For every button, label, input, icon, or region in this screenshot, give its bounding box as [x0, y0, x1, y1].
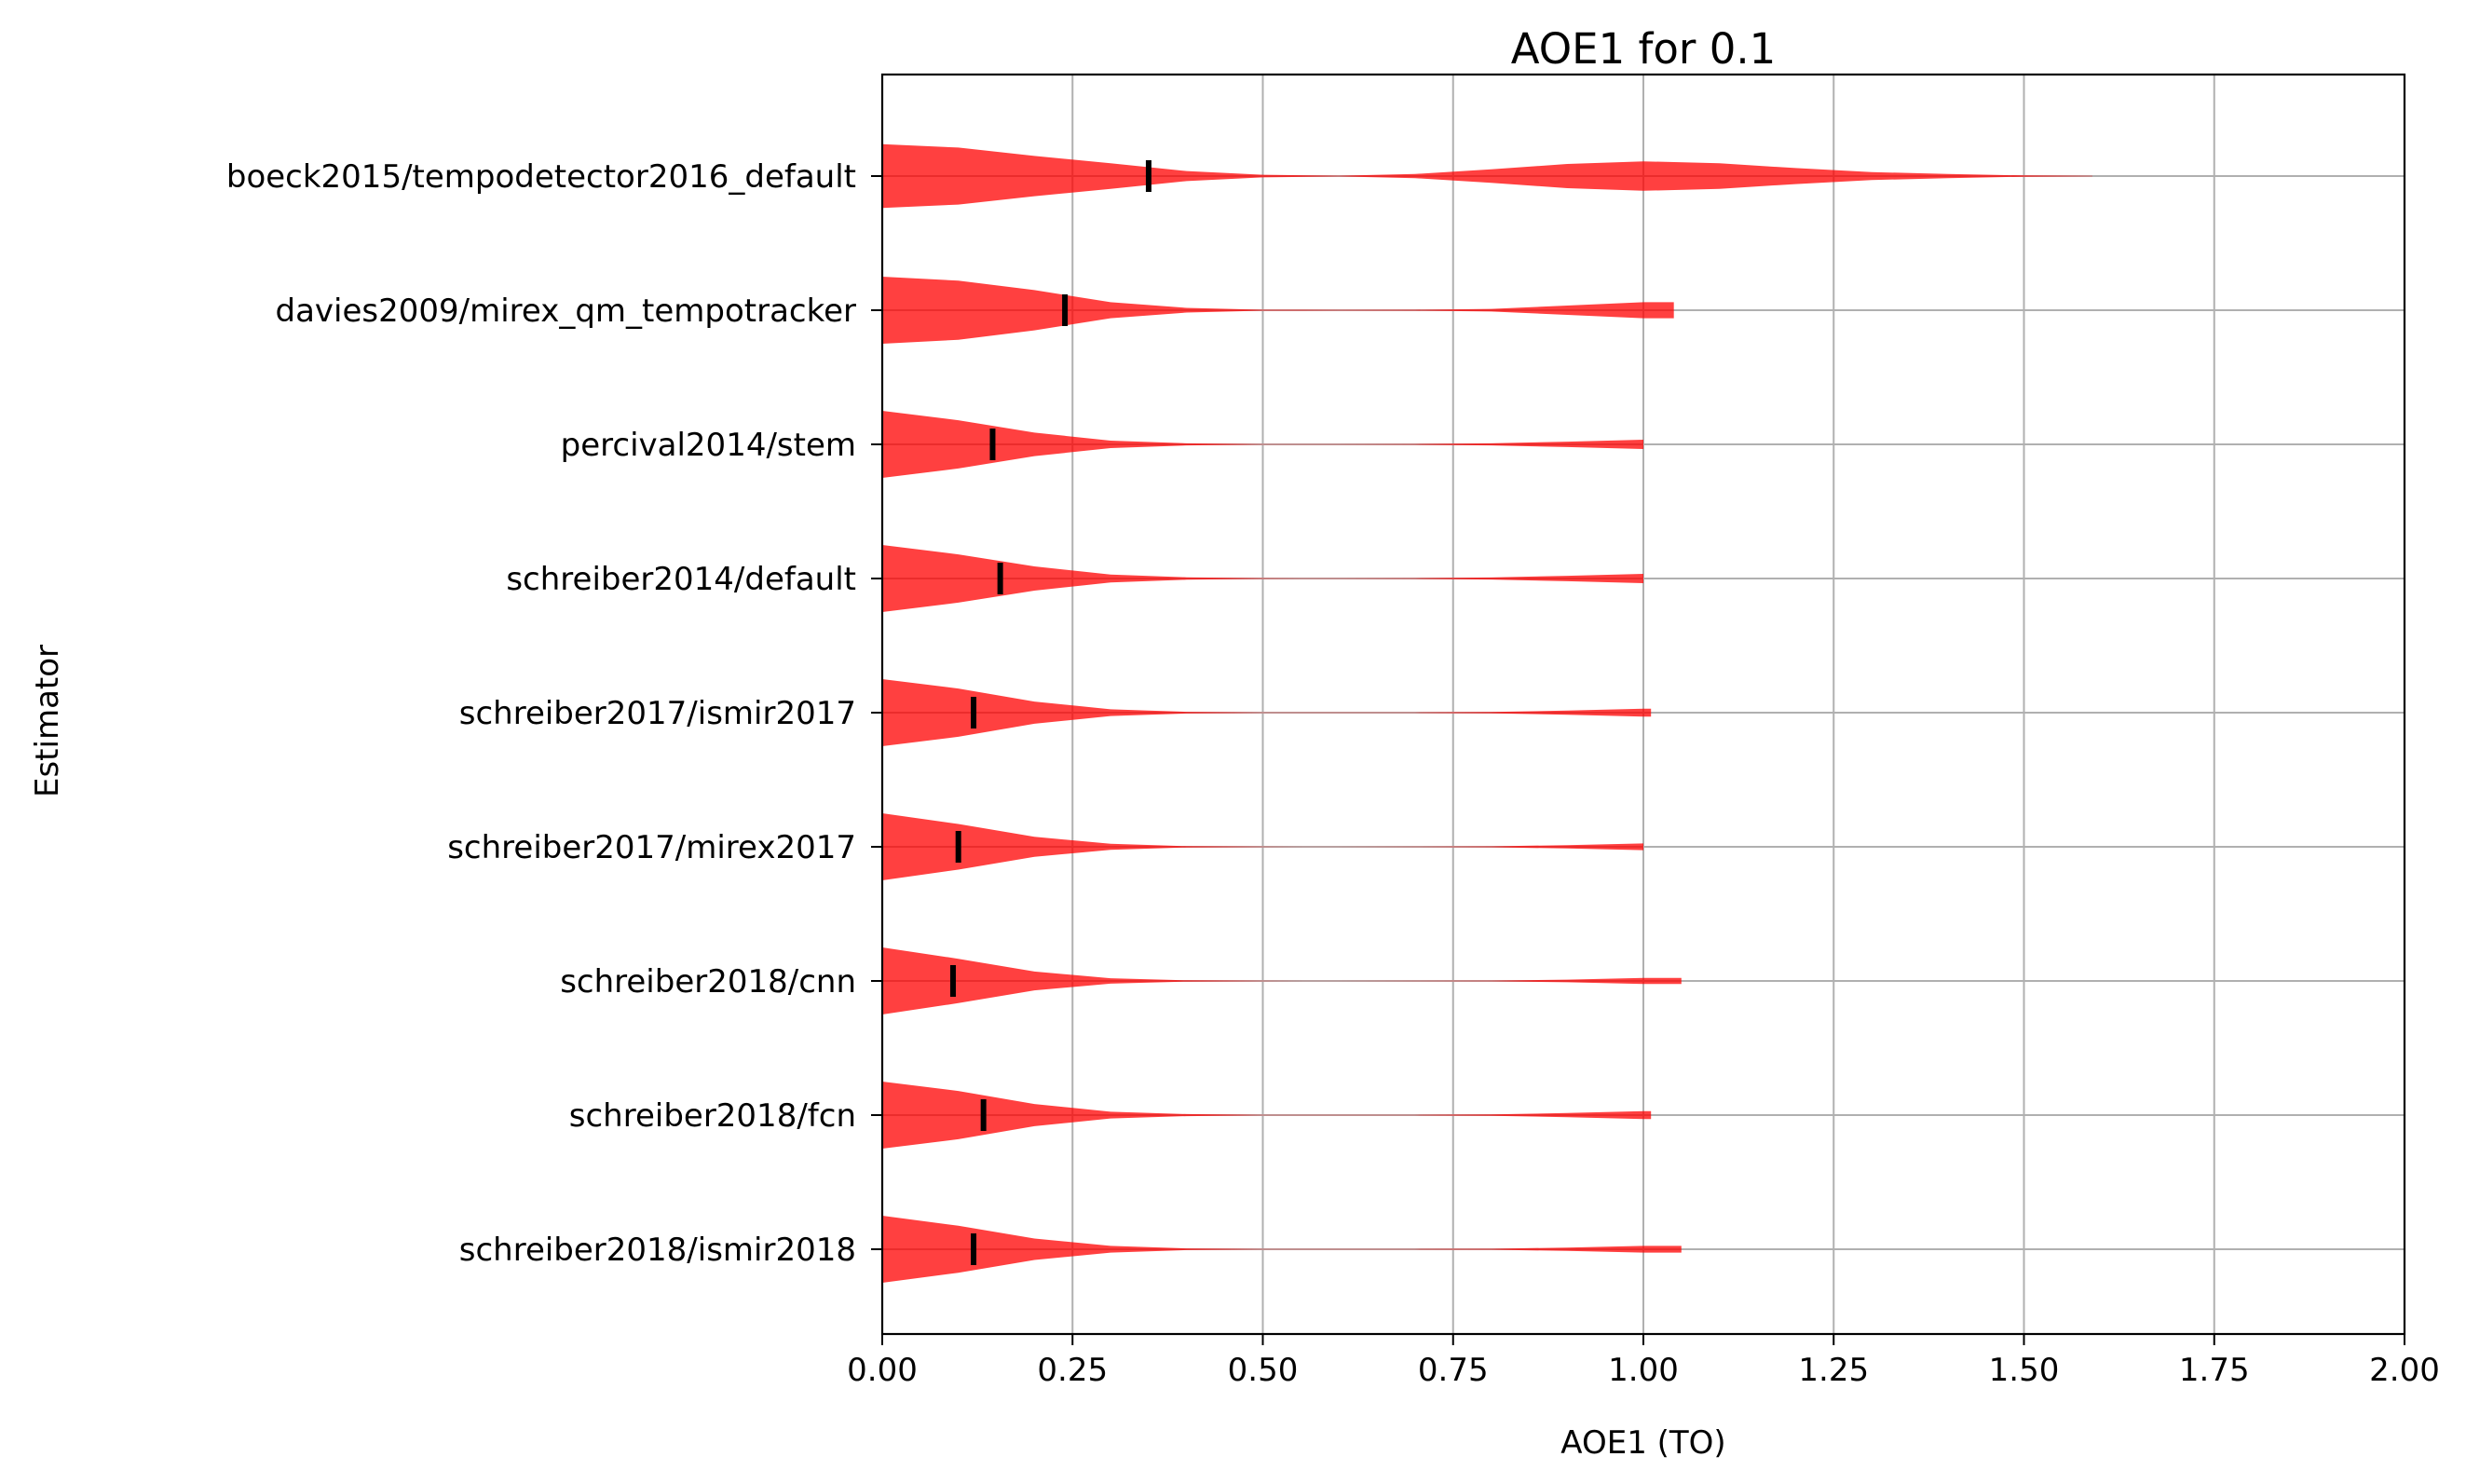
y-axis-label: Estimator — [29, 645, 66, 797]
y-tick-label: schreiber2018/cnn — [560, 963, 856, 1001]
y-tick-label: schreiber2014/default — [506, 561, 856, 598]
y-tick-label: schreiber2018/fcn — [569, 1097, 856, 1135]
x-tick-label: 0.50 — [1228, 1352, 1299, 1389]
violin-6 — [882, 947, 1682, 1014]
x-tick-label: 1.50 — [1989, 1352, 2060, 1389]
y-tick-label: schreiber2017/ismir2017 — [459, 695, 856, 732]
chart-title: AOE1 for 0.1 — [1511, 24, 1777, 74]
violin-0 — [882, 143, 2092, 209]
y-tick-label: percival2014/stem — [561, 427, 856, 464]
x-tick-label: 0.00 — [847, 1352, 918, 1389]
violins — [882, 143, 2092, 1283]
violin-4 — [882, 679, 1652, 746]
violin-8 — [882, 1216, 1682, 1283]
x-tick-label: 2.00 — [2369, 1352, 2440, 1389]
violin-3 — [882, 545, 1643, 612]
median-markers — [949, 160, 1151, 1265]
violin-2 — [882, 411, 1643, 478]
y-tick-label: boeck2015/tempodetector2016_default — [226, 158, 856, 196]
violin-7 — [882, 1082, 1652, 1149]
violin-1 — [882, 277, 1674, 344]
x-tick-label: 1.25 — [1798, 1352, 1869, 1389]
violin-5 — [882, 813, 1643, 880]
y-tick-label: davies2009/mirex_qm_tempotracker — [275, 293, 856, 330]
x-tick-label: 1.75 — [2179, 1352, 2250, 1389]
x-tick-label: 1.00 — [1608, 1352, 1679, 1389]
y-tick-label: schreiber2017/mirex2017 — [447, 829, 856, 866]
y-axis-ticks: boeck2015/tempodetector2016_defaultdavie… — [226, 158, 882, 1269]
grid — [881, 75, 2405, 1334]
x-axis-label: AOE1 (TO) — [1560, 1424, 1725, 1462]
x-tick-label: 0.25 — [1037, 1352, 1108, 1389]
x-tick-label: 0.75 — [1418, 1352, 1489, 1389]
x-axis-ticks: 0.00 0.25 0.50 0.75 1.00 1.25 1.50 1.75 2.00 — [847, 1334, 2440, 1389]
y-tick-label: schreiber2018/ismir2018 — [459, 1232, 856, 1269]
